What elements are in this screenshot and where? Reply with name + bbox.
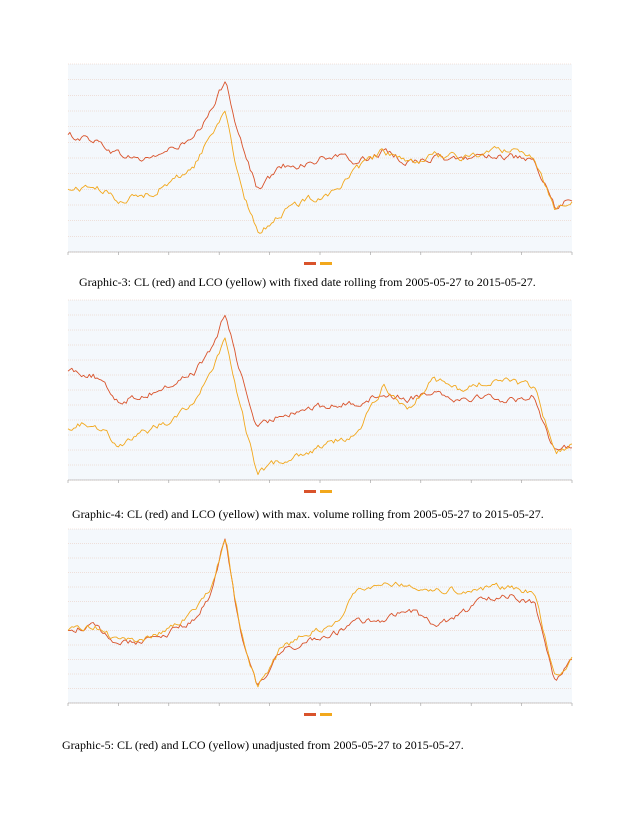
chart-svg (67, 528, 573, 716)
legend-swatch-lco (320, 490, 332, 493)
legend-swatch-lco (320, 262, 332, 265)
series-line-lco (67, 110, 573, 234)
chart-graphic-5 (60, 523, 580, 723)
caption-graphic-5: Graphic-5: CL (red) and LCO (yellow) una… (62, 738, 464, 752)
caption-graphic-3: Graphic-3: CL (red) and LCO (yellow) wit… (79, 275, 536, 289)
legend-swatch-cl (304, 713, 316, 716)
legend-swatch-lco (320, 713, 332, 716)
series-line-cl (67, 314, 573, 451)
series-line-lco (67, 337, 573, 476)
series-line-lco (67, 539, 573, 688)
chart-svg (67, 63, 573, 265)
legend-swatch-cl (304, 490, 316, 493)
caption-graphic-4: Graphic-4: CL (red) and LCO (yellow) wit… (72, 507, 544, 521)
legend-swatch-cl (304, 262, 316, 265)
chart-graphic-3 (60, 58, 580, 272)
chart-svg (67, 299, 573, 493)
chart-graphic-4 (60, 294, 580, 500)
series-line-cl (67, 81, 573, 210)
